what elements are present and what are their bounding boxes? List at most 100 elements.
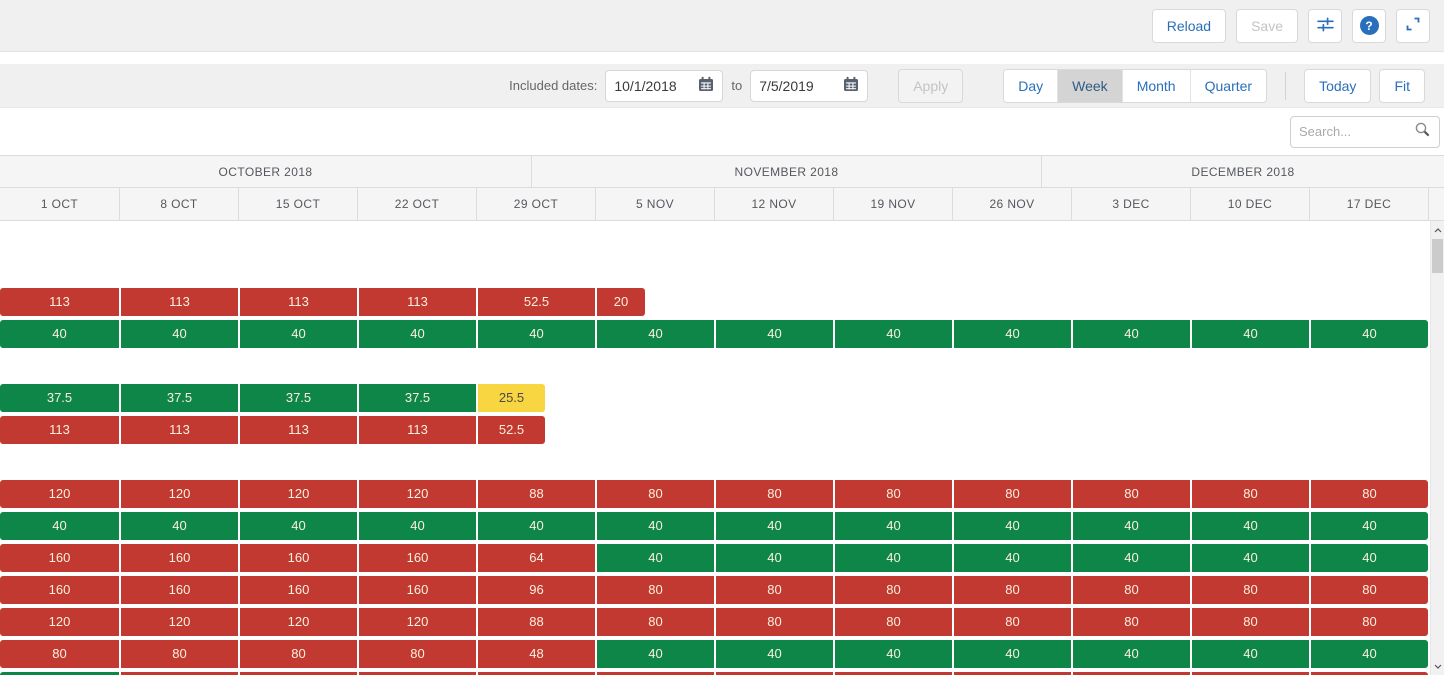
load-bar-cell: 40 bbox=[0, 512, 119, 540]
load-bar-cell: 120 bbox=[119, 608, 238, 636]
fullscreen-button[interactable] bbox=[1396, 9, 1430, 43]
load-bar-cell: 40 bbox=[1071, 544, 1190, 572]
load-bar-cell: 80 bbox=[714, 576, 833, 604]
load-bar-cell: 80 bbox=[595, 576, 714, 604]
load-bar-cell: 40 bbox=[1309, 320, 1428, 348]
settings-button[interactable] bbox=[1308, 9, 1342, 43]
load-bar-cell: 40 bbox=[595, 640, 714, 668]
view-mode-button-month[interactable]: Month bbox=[1122, 70, 1190, 102]
view-mode-button-week[interactable]: Week bbox=[1057, 70, 1122, 102]
load-bar-cell: 40 bbox=[119, 320, 238, 348]
load-bar-cell: 80 bbox=[833, 480, 952, 508]
load-bar-cell: 40 bbox=[1190, 320, 1309, 348]
view-mode-button-quarter[interactable]: Quarter bbox=[1190, 70, 1266, 102]
load-bar-cell: 120 bbox=[238, 608, 357, 636]
scrollbar-thumb[interactable] bbox=[1432, 239, 1443, 273]
load-bar-cell: 37.5 bbox=[357, 384, 476, 412]
load-bar-cell: 52.5 bbox=[476, 416, 545, 444]
load-bar-cell: 80 bbox=[1190, 576, 1309, 604]
scroll-up-arrow[interactable] bbox=[1431, 223, 1444, 237]
help-button[interactable]: ? bbox=[1352, 9, 1386, 43]
load-bar-cell: 40 bbox=[1190, 640, 1309, 668]
load-bar-cell: 96 bbox=[476, 576, 595, 604]
fit-button[interactable]: Fit bbox=[1379, 69, 1425, 103]
load-bar-row: 11311311311352.5 bbox=[0, 416, 545, 444]
week-header-cell: 10 DEC bbox=[1190, 188, 1309, 220]
load-bar-cell: 40 bbox=[714, 512, 833, 540]
apply-button[interactable]: Apply bbox=[898, 69, 963, 103]
load-bar-cell: 52.5 bbox=[476, 288, 595, 316]
load-bar-cell: 120 bbox=[357, 480, 476, 508]
load-bar-cell: 80 bbox=[1071, 480, 1190, 508]
month-header-cell: OCTOBER 2018 bbox=[0, 156, 531, 187]
load-bar-cell: 88 bbox=[476, 608, 595, 636]
start-date-input[interactable] bbox=[614, 78, 694, 94]
load-bar-cell: 80 bbox=[595, 608, 714, 636]
load-bar-cell: 80 bbox=[1309, 480, 1428, 508]
load-bar-cell: 80 bbox=[1071, 576, 1190, 604]
load-bar-row: 1601601601606440404040404040 bbox=[0, 544, 1428, 572]
start-date-field[interactable] bbox=[605, 70, 723, 102]
load-bar-cell: 113 bbox=[238, 416, 357, 444]
load-bar-cell: 40 bbox=[952, 512, 1071, 540]
load-bar-cell: 80 bbox=[1071, 608, 1190, 636]
week-header-cell: 12 NOV bbox=[714, 188, 833, 220]
load-bar-cell: 80 bbox=[714, 480, 833, 508]
load-bar-cell: 80 bbox=[833, 608, 952, 636]
load-bar-row: 1201201201208880808080808080 bbox=[0, 480, 1428, 508]
load-bar-cell: 80 bbox=[952, 576, 1071, 604]
calendar-icon bbox=[843, 76, 859, 95]
scroll-down-arrow[interactable] bbox=[1431, 659, 1444, 673]
load-bar-cell: 40 bbox=[833, 320, 952, 348]
load-bar-cell: 80 bbox=[1190, 480, 1309, 508]
end-date-field[interactable] bbox=[750, 70, 868, 102]
month-header-row: OCTOBER 2018NOVEMBER 2018DECEMBER 2018 bbox=[0, 155, 1444, 188]
week-header-cell-partial bbox=[1428, 188, 1444, 220]
search-input[interactable] bbox=[1299, 124, 1414, 139]
load-bar-cell: 40 bbox=[476, 320, 595, 348]
today-button[interactable]: Today bbox=[1304, 69, 1371, 103]
expand-icon bbox=[1404, 15, 1422, 36]
load-bar-cell: 160 bbox=[0, 544, 119, 572]
save-button[interactable]: Save bbox=[1236, 9, 1298, 43]
load-bar-row: 404040404040404040404040 bbox=[0, 320, 1428, 348]
view-mode-button-day[interactable]: Day bbox=[1004, 70, 1057, 102]
load-bar-cell: 160 bbox=[357, 576, 476, 604]
load-bar-cell: 80 bbox=[714, 608, 833, 636]
search-row bbox=[0, 108, 1444, 155]
to-label: to bbox=[731, 78, 742, 93]
week-header-row: 1 OCT8 OCT15 OCT22 OCT29 OCT5 NOV12 NOV1… bbox=[0, 188, 1444, 221]
load-bar-cell: 80 bbox=[833, 576, 952, 604]
load-bar-cell: 40 bbox=[952, 320, 1071, 348]
load-bar-cell: 120 bbox=[0, 480, 119, 508]
load-bar-row: 404040404040404040404040 bbox=[0, 512, 1428, 540]
load-bar-cell: 80 bbox=[119, 640, 238, 668]
load-bar-cell: 48 bbox=[476, 640, 595, 668]
sliders-icon bbox=[1316, 15, 1335, 37]
load-bar-cell: 40 bbox=[714, 640, 833, 668]
load-bar-row: 1201201201208880808080808080 bbox=[0, 608, 1428, 636]
load-bar-cell: 80 bbox=[0, 640, 119, 668]
end-date-input[interactable] bbox=[759, 78, 839, 94]
calendar-icon bbox=[698, 76, 714, 95]
load-bar-cell: 80 bbox=[1309, 576, 1428, 604]
vertical-scrollbar[interactable] bbox=[1430, 221, 1444, 675]
week-header-cell: 15 OCT bbox=[238, 188, 357, 220]
load-bar-cell: 160 bbox=[119, 544, 238, 572]
load-bar-cell: 40 bbox=[952, 640, 1071, 668]
end-date-calendar-button[interactable] bbox=[839, 76, 859, 95]
load-bar-cell: 113 bbox=[357, 416, 476, 444]
load-bar-cell: 160 bbox=[119, 576, 238, 604]
start-date-calendar-button[interactable] bbox=[694, 76, 714, 95]
week-header-cell: 29 OCT bbox=[476, 188, 595, 220]
load-bar-cell: 80 bbox=[357, 640, 476, 668]
reload-button[interactable]: Reload bbox=[1152, 9, 1226, 43]
search-box[interactable] bbox=[1290, 116, 1440, 148]
load-bar-row: 11311311311352.520 bbox=[0, 288, 645, 316]
load-bar-cell: 40 bbox=[357, 320, 476, 348]
load-bar-cell: 40 bbox=[1309, 544, 1428, 572]
load-bar-cell: 160 bbox=[238, 544, 357, 572]
load-bar-cell: 40 bbox=[1071, 512, 1190, 540]
search-icon[interactable] bbox=[1414, 121, 1431, 143]
help-icon: ? bbox=[1360, 16, 1379, 35]
